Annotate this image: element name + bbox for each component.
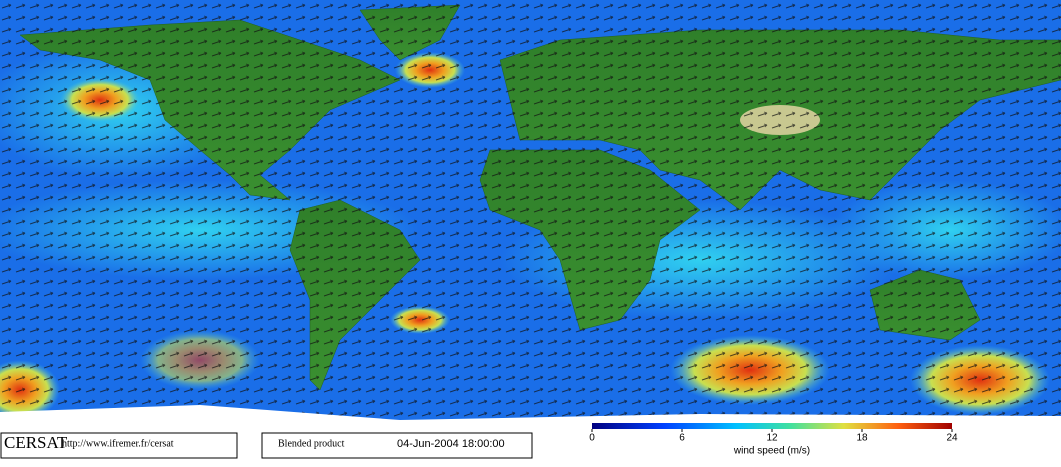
source-box bbox=[0, 432, 238, 459]
colorbar-tick-label: 6 bbox=[679, 433, 685, 444]
logo: CERSAT bbox=[4, 433, 68, 452]
colorbar-tick-label: 12 bbox=[766, 433, 778, 444]
product-box bbox=[261, 432, 533, 459]
colorbar: wind speed (m/s) 0 6 12 18 24 bbox=[589, 423, 958, 457]
colorbar-tick-label: 18 bbox=[856, 433, 868, 444]
colorbar-tick-label: 0 bbox=[589, 433, 595, 444]
date: 04-Jun-2004 18:00:00 bbox=[397, 438, 505, 450]
source-url[interactable]: http://www.ifremer.fr/cersat bbox=[62, 438, 174, 449]
wind-arrows bbox=[0, 0, 1061, 432]
colorbar-ramp bbox=[592, 423, 952, 429]
product-name: Blended product bbox=[278, 438, 345, 449]
map-area bbox=[0, 0, 1061, 432]
colorbar-tick-label: 24 bbox=[946, 433, 958, 444]
colorbar-label: wind speed (m/s) bbox=[733, 446, 810, 457]
